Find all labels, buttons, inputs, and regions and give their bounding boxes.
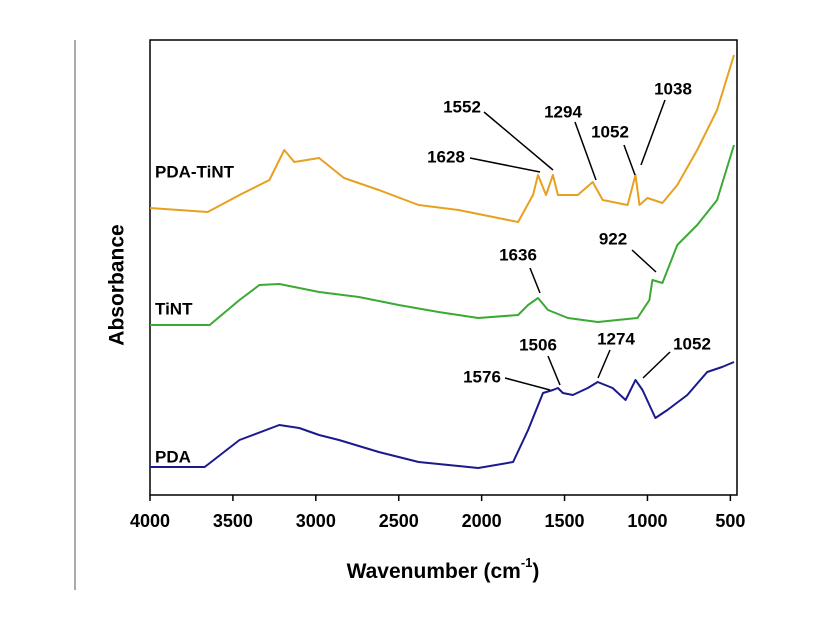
x-tick-label: 4000	[130, 511, 170, 531]
x-tick-label: 2000	[462, 511, 502, 531]
peak-label: 1552	[443, 97, 481, 116]
peak-label: 1052	[591, 122, 629, 141]
callout-line	[642, 351, 671, 379]
callout-line	[597, 349, 611, 379]
x-tick-label: 3000	[296, 511, 336, 531]
series-label: TiNT	[155, 299, 193, 318]
series-label: PDA	[155, 447, 191, 466]
x-tick-label: 1500	[545, 511, 585, 531]
callout-line	[469, 157, 541, 173]
peak-label: 1038	[654, 79, 692, 98]
peak-label: 1628	[427, 147, 465, 166]
spectrum-line	[150, 361, 735, 469]
x-tick-label: 3500	[213, 511, 253, 531]
callout-line	[631, 249, 657, 273]
x-axis-label-end: )	[532, 560, 539, 583]
peak-label: 1274	[597, 329, 635, 348]
peak-label: 1636	[499, 245, 537, 264]
spectrum-line	[149, 54, 735, 223]
callout-line	[483, 111, 554, 171]
callout-line	[504, 377, 551, 391]
x-tick-label: 2500	[379, 511, 419, 531]
series-label: PDA-TiNT	[155, 162, 235, 181]
callout-line	[547, 355, 561, 386]
x-axis-label: Wavenumber (cm-1)	[347, 555, 540, 582]
y-axis-label: Absorbance	[106, 224, 129, 345]
x-axis-label-sup: -1	[521, 555, 533, 570]
peak-label: 1294	[544, 102, 582, 121]
plot-frame	[149, 39, 738, 496]
spectrum-line	[150, 144, 735, 326]
callout-line	[529, 267, 541, 294]
x-tick-label: 1000	[627, 511, 667, 531]
callout-line	[574, 121, 597, 181]
x-tick-label: 500	[715, 511, 745, 531]
peak-label: 922	[599, 229, 627, 248]
peak-label: 1506	[519, 335, 557, 354]
callout-line	[640, 99, 666, 166]
x-axis-label-main: Wavenumber (cm	[347, 560, 521, 583]
callout-line	[623, 144, 636, 176]
peak-label: 1052	[673, 334, 711, 353]
peak-label: 1576	[463, 367, 501, 386]
